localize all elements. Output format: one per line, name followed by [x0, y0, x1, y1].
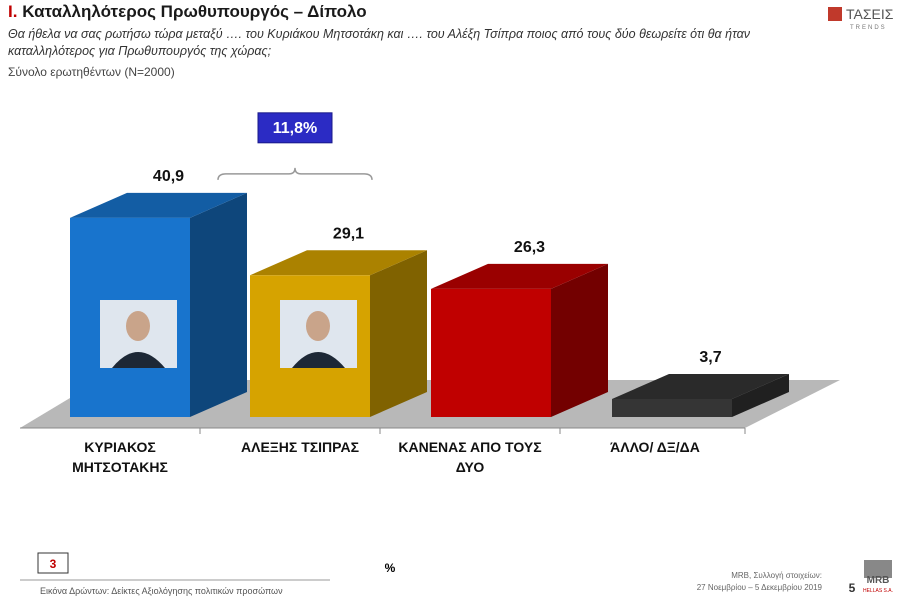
bar-side	[551, 263, 608, 417]
difference-brace	[217, 167, 373, 180]
brand-sub: HELLAS S.A.	[863, 588, 893, 594]
logo-sub: TRENDS	[850, 25, 887, 31]
dates: 27 Νοεμβρίου – 5 Δεκεμβρίου 2019	[697, 583, 823, 592]
section-box	[37, 552, 69, 574]
logo-icon	[828, 7, 842, 21]
difference-box	[257, 112, 333, 144]
difference-label: 11,8%	[273, 120, 317, 137]
photo-person	[306, 311, 330, 341]
category-label: ΑΛΕΞΗΣ ΤΣΙΠΡΑΣ	[241, 439, 359, 455]
title: Ι. Καταλληλότερος Πρωθυπουργός – Δίπολο	[8, 2, 367, 21]
caption: Εικόνα Δρώντων: Δείκτες Αξιολόγησης πολι…	[40, 586, 283, 596]
value-label: 3,7	[699, 349, 721, 366]
title-prefix: Ι.	[8, 2, 17, 21]
bar-side	[732, 373, 789, 417]
category-label: ΆΛΛΟ/ ΔΞ/ΔΑ	[610, 439, 700, 455]
title-text: Καταλληλότερος Πρωθυπουργός – Δίπολο	[22, 2, 367, 21]
section-number: 3	[50, 557, 57, 571]
bar-top	[431, 263, 608, 289]
bar-front	[612, 398, 732, 417]
bar-side	[370, 250, 427, 417]
value-label: 26,3	[514, 239, 545, 256]
bar-top	[70, 192, 247, 218]
logo: ΤΑΣΕΙΣ	[846, 6, 894, 22]
bar-top	[612, 373, 789, 399]
question: Θα ήθελα να σας ρωτήσω τώρα μεταξύ …. το…	[8, 27, 750, 58]
category-label: ΚΥΡΙΑΚΟΣ ΜΗΤΣΟΤΑΚΗΣ	[72, 439, 168, 475]
bar-front	[431, 288, 551, 417]
category-label: ΚΑΝΕΝΑΣ ΑΠΟ ΤΟΥΣ ΔΥΟ	[398, 439, 542, 475]
photo-suit	[112, 352, 165, 368]
photo-suit	[292, 352, 345, 368]
value-label: 40,9	[153, 168, 184, 185]
bar	[612, 373, 789, 417]
brand: MRB	[867, 575, 890, 586]
bar-top	[250, 250, 427, 276]
value-label: 29,1	[333, 225, 364, 242]
bar-side	[190, 192, 247, 417]
base-note: Σύνολο ερωτηθέντων (N=2000)	[8, 65, 175, 79]
unit: %	[385, 561, 396, 575]
bar	[431, 263, 608, 417]
page-number: 5	[849, 581, 856, 595]
source: MRB, Συλλογή στοιχείων:	[731, 571, 822, 580]
brand-box	[864, 560, 892, 578]
photo-person	[126, 311, 150, 341]
